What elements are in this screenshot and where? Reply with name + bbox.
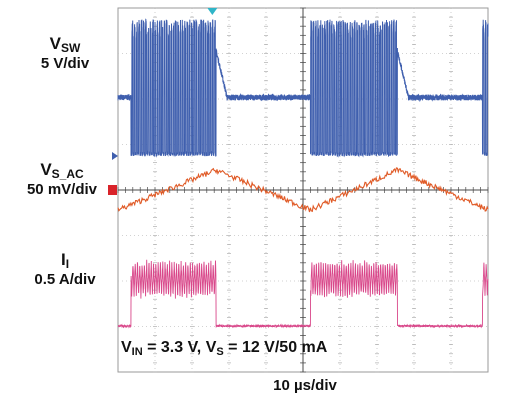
- channel-3-label: II 0.5 A/div: [20, 250, 110, 288]
- vsw-name: V: [49, 34, 61, 53]
- vsac-scale: 50 mV/div: [26, 181, 98, 198]
- vsw-subscript: SW: [61, 41, 81, 55]
- vsw-scale: 5 V/div: [40, 55, 90, 72]
- il-trace: [117, 259, 489, 329]
- channel-1-label: VSW 5 V/div: [20, 34, 110, 72]
- vsw-ground-marker: [112, 151, 118, 160]
- time-per-division: 10 µs/div: [273, 377, 337, 394]
- plot-traces: [117, 18, 489, 329]
- cond-part-1: = 3.3 V, V: [142, 339, 217, 356]
- cond-sub-1: S: [216, 346, 224, 358]
- cond-sub-0: IN: [131, 346, 143, 358]
- vsw-trace: [117, 18, 489, 158]
- il-name: I: [60, 250, 66, 269]
- plot-markers: [108, 8, 218, 195]
- vsac-ground-marker: [108, 185, 117, 195]
- vsac-trace: [117, 167, 489, 213]
- vsac-subscript: S_AC: [51, 167, 84, 181]
- cond-part-2: = 12 V/50 mA: [223, 339, 328, 356]
- cond-part-0: V: [121, 339, 132, 356]
- test-conditions-annotation: VIN = 3.3 V, VS = 12 V/50 mA: [121, 339, 327, 358]
- vsac-name: V: [40, 160, 52, 179]
- trigger-marker: [207, 8, 218, 15]
- il-subscript: I: [65, 257, 70, 271]
- il-scale: 0.5 A/div: [34, 271, 96, 288]
- channel-2-label: VS_AC 50 mV/div: [8, 160, 116, 198]
